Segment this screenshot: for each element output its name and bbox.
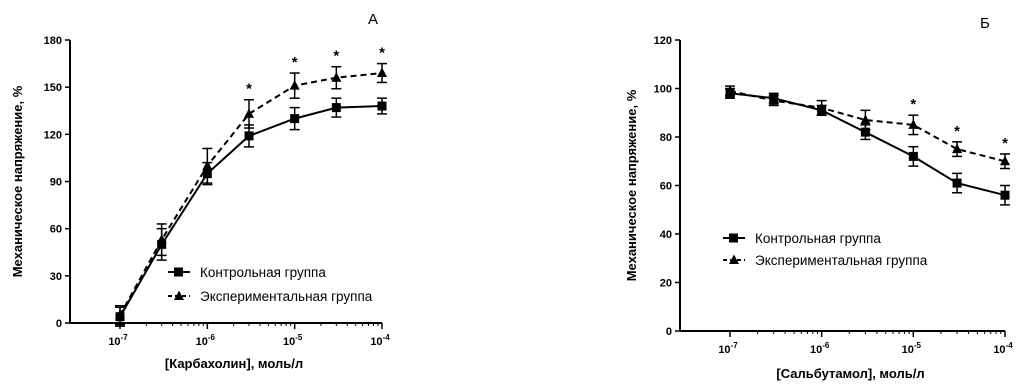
x-tick-base: 10 [718,344,730,356]
y-tick-label: 60 [50,224,62,236]
y-tick-label: 120 [44,129,62,141]
legend: Контрольная группа Экспериментальная груп… [723,231,928,268]
x-tick-exponent: -5 [295,333,303,342]
series-control [725,87,1010,206]
data-point-square [1000,190,1010,200]
x-tick-label: 10-6 [810,341,830,356]
legend-marker-triangle [174,290,184,300]
series-line [729,92,1006,197]
y-tick-label: 120 [654,35,672,47]
data-point-triangle [156,234,167,244]
significance-star: * [246,81,252,98]
y-tick-label: 30 [50,271,62,283]
legend-marker-square [174,267,183,277]
legend-marker-triangle [729,254,739,264]
x-tick-base: 10 [993,344,1005,356]
legend-label: Контрольная группа [755,231,881,246]
data-point-triangle [377,67,387,78]
x-tick-base: 10 [810,344,822,356]
panel-label: Б [980,15,990,32]
data-point-triangle [952,143,963,154]
data-point-square [331,103,341,113]
x-axis-label: [Сальбутамол], моль/л [776,366,924,381]
data-point-triangle [244,108,255,118]
data-point-triangle [768,95,779,105]
data-point-triangle [289,80,300,90]
x-tick-label: 10-4 [993,341,1013,356]
x-tick-base: 10 [196,336,208,348]
data-point-triangle [202,160,213,170]
data-point-square [377,101,387,111]
x-tick-exponent: -6 [822,341,830,350]
x-tick-exponent: -4 [1006,341,1014,350]
x-tick-label: 10-5 [283,333,303,348]
x-tick-exponent: -5 [914,341,922,350]
legend-label: Экспериментальная группа [755,253,928,268]
data-point-triangle [725,85,735,95]
significance-star: * [292,54,298,71]
y-tick-label: 0 [666,326,672,338]
significance-star: * [910,96,916,113]
data-point-square [290,114,300,124]
data-point-triangle [908,119,919,129]
y-tick-label: 0 [56,318,62,330]
x-tick-exponent: -7 [121,333,129,342]
data-point-triangle [1000,155,1010,166]
legend-marker-square [729,233,738,243]
series-experimental [725,85,1010,170]
series-experimental [115,62,387,326]
data-point-square [244,131,254,141]
y-tick-label: 100 [654,84,672,96]
legend-label: Экспериментальная группа [200,289,373,304]
significance-star: * [379,45,385,62]
data-point-triangle [816,102,827,112]
x-tick-exponent: -4 [383,333,391,342]
data-point-square [952,178,962,188]
data-point-square [908,151,918,161]
x-tick-base: 10 [283,336,295,348]
x-tick-base: 10 [108,336,120,348]
y-tick-label: 90 [50,177,62,189]
legend: Контрольная группа Экспериментальная груп… [168,265,373,304]
y-tick-label: 150 [44,82,62,94]
x-tick-base: 10 [370,336,382,348]
y-axis-label: Механическое напряжение, % [624,89,639,281]
significance-star: * [333,48,339,65]
panel-label: А [368,11,378,28]
data-point-square [860,127,870,137]
x-tick-base: 10 [902,344,914,356]
x-tick-exponent: -7 [731,341,739,350]
y-tick-label: 80 [660,132,672,144]
x-tick-label: 10-5 [902,341,922,356]
x-axis-label: [Карбахолин], моль/л [165,356,303,371]
x-tick-label: 10-7 [718,341,738,356]
y-axis-label: Механическое напряжение, % [10,85,25,277]
x-tick-label: 10-7 [108,333,128,348]
x-tick-exponent: -6 [208,333,216,342]
data-point-triangle [860,114,871,125]
y-tick-label: 20 [660,278,672,290]
significance-star: * [1002,135,1008,152]
data-point-triangle [115,309,125,320]
legend-label: Контрольная группа [200,265,326,280]
y-tick-label: 180 [44,35,62,47]
x-tick-label: 10-4 [370,333,390,348]
y-tick-label: 60 [660,181,672,193]
y-tick-label: 40 [660,229,672,241]
data-point-triangle [331,72,342,82]
x-tick-label: 10-6 [196,333,216,348]
significance-star: * [954,123,960,140]
